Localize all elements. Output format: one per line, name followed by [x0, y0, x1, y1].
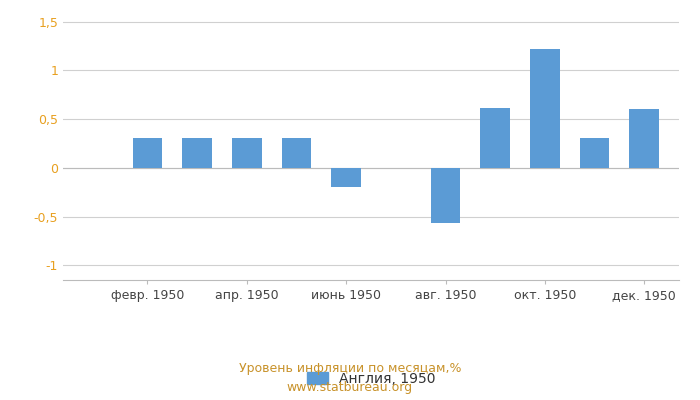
Text: Уровень инфляции по месяцам,%
www.statbureau.org: Уровень инфляции по месяцам,% www.statbu…	[239, 362, 461, 394]
Bar	[331, 168, 361, 188]
Bar	[480, 108, 510, 168]
Bar	[182, 138, 212, 168]
Bar	[232, 138, 262, 168]
Bar	[281, 138, 312, 168]
Bar	[629, 110, 659, 168]
Bar	[430, 168, 461, 224]
Bar	[580, 138, 610, 168]
Legend: Англия, 1950: Англия, 1950	[307, 372, 435, 386]
Bar	[530, 49, 560, 168]
Bar	[132, 138, 162, 168]
